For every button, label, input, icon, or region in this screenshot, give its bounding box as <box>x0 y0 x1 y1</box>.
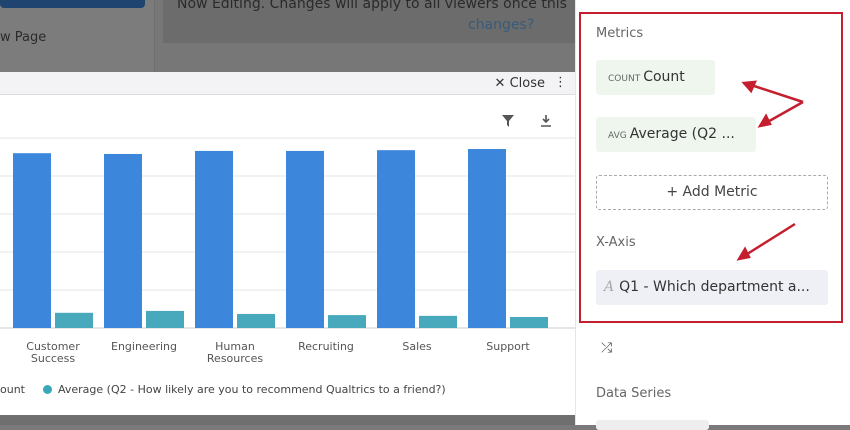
more-options-icon[interactable]: ⋮ <box>554 75 567 90</box>
bar-average[interactable] <box>237 313 275 328</box>
download-icon[interactable] <box>540 114 552 128</box>
metric-average[interactable]: AVG Average (Q2 ... <box>596 117 756 152</box>
metric-tag: COUNT <box>608 74 641 84</box>
bar-average[interactable] <box>510 316 548 328</box>
legend-dot-average <box>43 385 52 394</box>
banner-link[interactable]: changes? <box>468 17 535 33</box>
x-tick-label: Engineering <box>111 340 177 353</box>
annotation-arrows <box>736 80 804 261</box>
add-metric-button[interactable]: + Add Metric <box>596 175 828 210</box>
bottom-background <box>0 415 575 425</box>
new-page-link[interactable]: w Page <box>0 30 47 45</box>
bar-count[interactable] <box>286 150 324 328</box>
metric-tag: AVG <box>608 131 627 141</box>
metric-count[interactable]: COUNT Count <box>596 60 715 95</box>
x-tick-label: Recruiting <box>298 340 354 353</box>
close-icon: ✕ <box>494 76 510 91</box>
bar-average[interactable] <box>55 312 93 328</box>
editing-banner: Now Editing. Changes will apply to all v… <box>163 0 575 43</box>
bar-average[interactable] <box>328 315 366 328</box>
text-type-icon: A <box>604 279 615 295</box>
bar-count[interactable] <box>13 153 51 328</box>
legend: ount Average (Q2 - How likely are you to … <box>0 383 446 396</box>
data-series-heading: Data Series <box>596 386 672 401</box>
x-tick-label: Support <box>486 340 530 353</box>
close-label: Close <box>509 76 545 91</box>
publish-button[interactable] <box>0 0 145 8</box>
filter-icon[interactable] <box>502 115 514 127</box>
highlight-box <box>579 12 843 323</box>
xaxis-value: Q1 - Which department a... <box>619 279 810 295</box>
arrow-head <box>757 113 772 128</box>
bar-count[interactable] <box>468 149 506 328</box>
metric-label: Average (Q2 ... <box>629 126 735 142</box>
bar-count[interactable] <box>377 150 415 328</box>
bar-count[interactable] <box>104 153 142 328</box>
arrow-head <box>736 246 751 261</box>
arrow-head <box>741 80 758 94</box>
x-tick-label: Resources <box>207 352 263 365</box>
bar-average[interactable] <box>419 315 457 328</box>
close-button[interactable]: ✕ Close <box>495 76 545 91</box>
legend-item-count[interactable]: ount <box>0 383 25 396</box>
chart-area: Customer Success Engineering Human Resources… <box>0 95 575 415</box>
x-tick-label: Human <box>215 340 255 353</box>
xaxis-field[interactable]: A Q1 - Which department a... <box>596 270 828 305</box>
banner-text: Now Editing. Changes will apply to all v… <box>177 0 567 12</box>
modal-header: ✕ Close ⋮ <box>0 72 575 95</box>
xaxis-heading: X-Axis <box>596 235 636 250</box>
metrics-heading: Metrics <box>596 26 644 41</box>
x-tick-label: Customer <box>26 340 80 353</box>
x-tick-label: Success <box>31 352 76 365</box>
metric-label: Count <box>643 69 685 85</box>
bar-count[interactable] <box>195 150 233 328</box>
settings-panel: Metrics COUNT Count AVG Average (Q2 ... + … <box>575 0 850 430</box>
legend-item-average[interactable]: Average (Q2 - How likely are you to reco… <box>58 383 446 396</box>
x-tick-label: Sales <box>402 340 432 353</box>
left-pane: w Page <box>0 0 155 72</box>
swap-axes-icon[interactable]: ⤮ <box>601 340 613 356</box>
bar-average[interactable] <box>146 310 184 328</box>
